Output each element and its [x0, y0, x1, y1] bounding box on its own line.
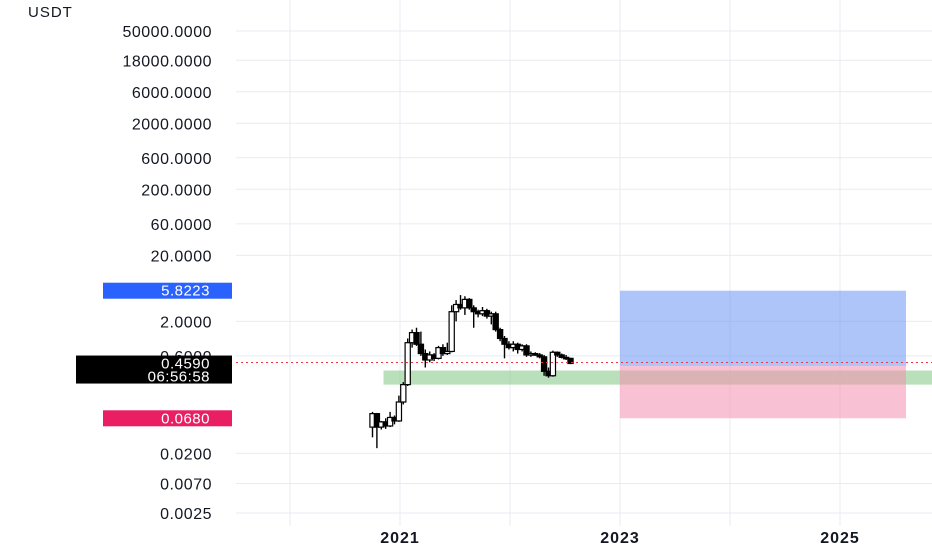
candle: [492, 311, 499, 332]
y-tick-label: 200.0000: [141, 182, 212, 199]
candle-body-down: [554, 351, 561, 356]
candle-body-down: [373, 413, 381, 428]
candle-body-down: [567, 357, 574, 365]
candle-body-up: [549, 351, 557, 377]
trade-zones: [383, 290, 932, 419]
candle-body-down: [532, 352, 539, 356]
target-zone: [620, 290, 906, 367]
x-tick-label: 2023: [600, 530, 640, 547]
x-tick-label: 2025: [820, 530, 860, 547]
y-tick-label: 0.0025: [160, 506, 212, 523]
candle: [448, 305, 455, 353]
y-axis: 50000.0000 18000.0000 6000.0000 2000.0000 60…: [122, 24, 212, 523]
candle: [439, 344, 447, 356]
y-tick-label: 50000.0000: [122, 24, 212, 41]
y-tick-label: 2.0000: [160, 314, 212, 331]
candle-body-down: [523, 345, 530, 356]
target-price-badge: 5.8223: [103, 282, 232, 300]
candle-body-down: [413, 332, 420, 345]
candle-body-up: [400, 384, 407, 403]
y-tick-label: 6000.0000: [132, 85, 212, 102]
candle-body-down: [540, 356, 548, 372]
candle-body-down: [417, 343, 425, 355]
y-tick-label: 0.0200: [160, 446, 212, 463]
y-tick-label: 0.0070: [160, 476, 212, 493]
currency-label: USDT: [28, 4, 73, 21]
candle: [466, 298, 473, 310]
candle: [444, 342, 451, 355]
stop-price-badge: 0.0680: [103, 410, 232, 427]
current-price-value: 0.4590: [161, 356, 210, 373]
candle-body-down: [439, 347, 447, 355]
candle-body-down: [536, 354, 543, 358]
candle: [417, 331, 425, 356]
candle: [532, 352, 539, 356]
candle: [558, 353, 565, 359]
stop-price-badge-text: 0.0680: [161, 410, 210, 427]
candle-body-up: [444, 350, 451, 355]
candlestick-series: [369, 295, 574, 449]
candle: [549, 350, 557, 377]
x-tick-label: 2021: [380, 530, 420, 547]
candle-body-down: [496, 328, 504, 340]
candle: [400, 382, 407, 405]
candle: [470, 305, 477, 328]
y-tick-label: 20.0000: [151, 248, 212, 265]
y-tick-label: 18000.0000: [122, 53, 212, 70]
candle: [554, 351, 561, 357]
candle: [523, 344, 530, 357]
candle: [496, 327, 504, 342]
y-tick-label: 60.0000: [151, 217, 212, 234]
candle: [567, 357, 574, 365]
candle-body-down: [501, 337, 508, 345]
y-tick-label: 600.0000: [141, 151, 212, 168]
candle: [536, 353, 543, 359]
y-tick-label: 2000.0000: [132, 116, 212, 133]
candle: [373, 412, 381, 449]
candle: [386, 411, 394, 428]
grid-lines: [236, 0, 932, 526]
current-price-badge-bg: [76, 355, 232, 384]
candle-body-down: [558, 354, 565, 358]
stop-price-badge-bg: [103, 410, 232, 427]
candle-body-up: [448, 311, 455, 353]
candle: [540, 354, 548, 376]
stop-zone: [620, 366, 906, 419]
x-axis: 2021 2023 2025: [380, 530, 860, 547]
candle-countdown: 06:56:58: [148, 369, 210, 386]
candle-body-up: [395, 401, 403, 422]
candle: [501, 335, 508, 359]
candle: [413, 327, 420, 346]
candle-body-up: [386, 416, 394, 427]
target-price-badge-text: 5.8223: [161, 283, 210, 300]
candle-body-down: [470, 307, 477, 313]
candle-body-down: [466, 298, 473, 309]
candle: [395, 395, 403, 422]
candle-body-down: [492, 313, 499, 331]
candle-body-up: [404, 342, 411, 386]
target-price-badge-bg: [103, 282, 232, 299]
